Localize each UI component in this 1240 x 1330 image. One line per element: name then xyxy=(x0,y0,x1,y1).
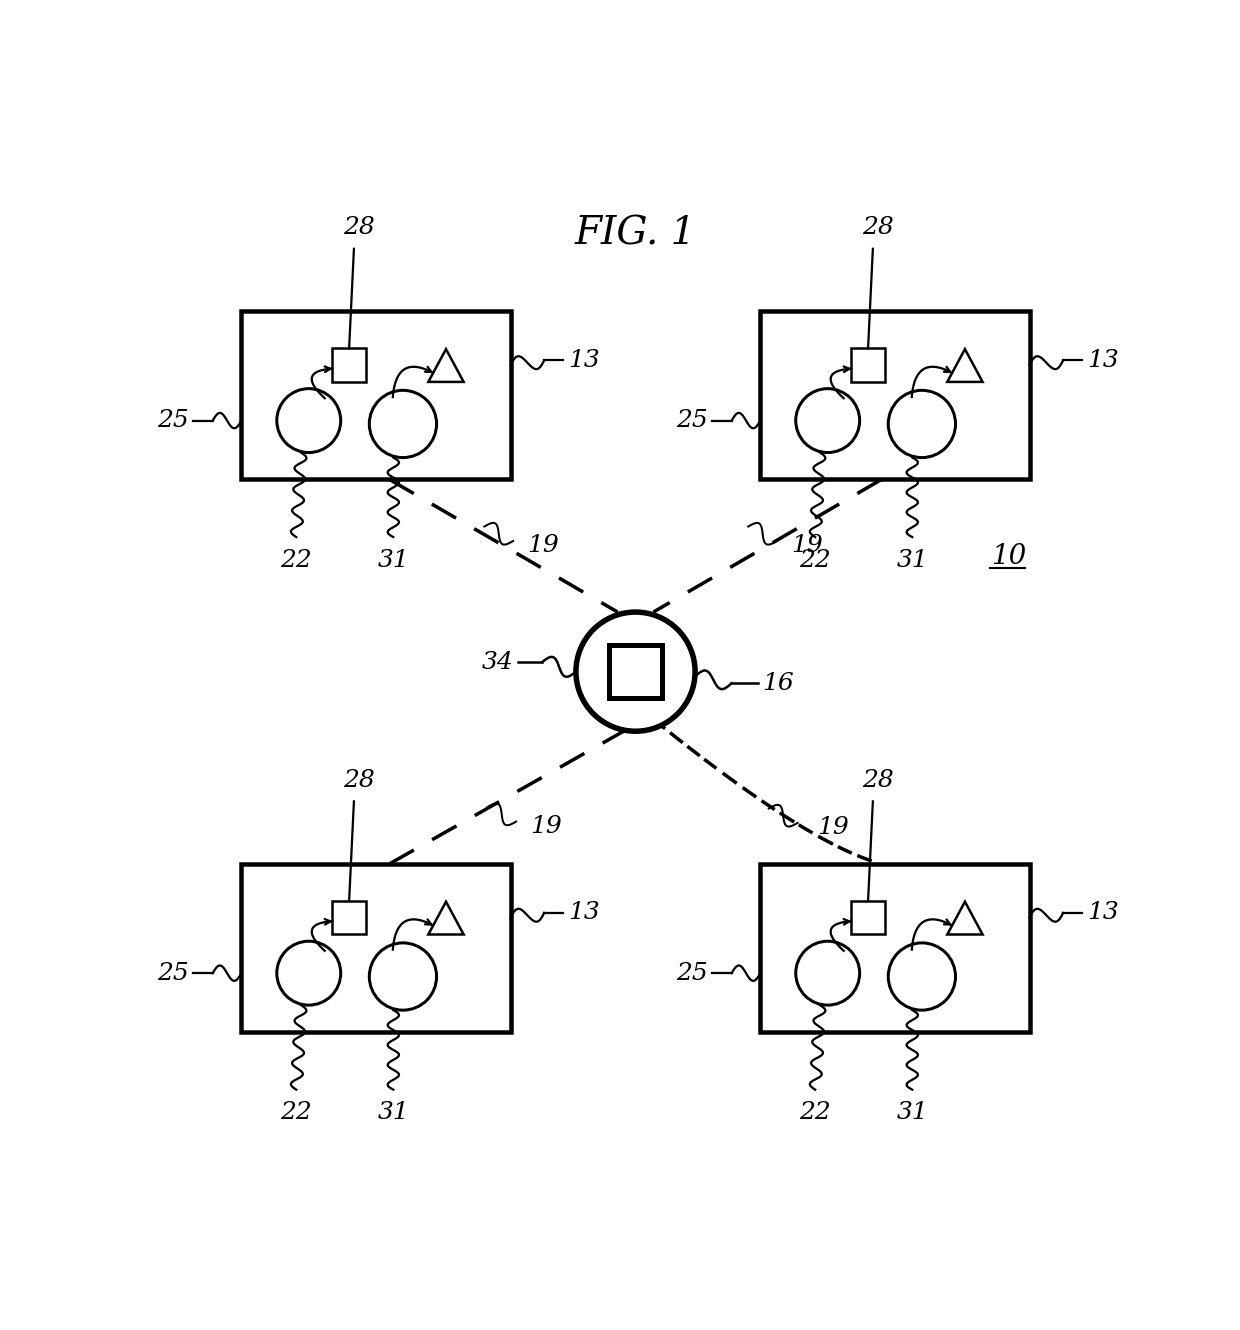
Text: 31: 31 xyxy=(897,549,929,572)
Text: 34: 34 xyxy=(481,650,513,673)
Circle shape xyxy=(888,943,956,1011)
Text: 31: 31 xyxy=(897,1101,929,1124)
Text: 25: 25 xyxy=(676,410,708,432)
Circle shape xyxy=(796,388,859,452)
Bar xyxy=(760,311,1029,479)
Text: 13: 13 xyxy=(1087,348,1118,372)
Text: 19: 19 xyxy=(531,815,562,838)
Bar xyxy=(760,864,1029,1032)
Circle shape xyxy=(575,612,696,732)
Bar xyxy=(332,348,366,382)
Circle shape xyxy=(888,390,956,458)
Text: 22: 22 xyxy=(800,549,831,572)
Text: 25: 25 xyxy=(676,962,708,984)
Polygon shape xyxy=(947,348,982,382)
Polygon shape xyxy=(428,902,464,935)
Text: 22: 22 xyxy=(280,549,312,572)
Text: 28: 28 xyxy=(862,769,894,791)
Text: 13: 13 xyxy=(568,902,600,924)
Circle shape xyxy=(277,942,341,1005)
Text: 31: 31 xyxy=(377,1101,409,1124)
Text: 25: 25 xyxy=(157,410,188,432)
Text: 28: 28 xyxy=(342,769,374,791)
Bar xyxy=(851,348,885,382)
Text: 22: 22 xyxy=(280,1101,312,1124)
Text: 13: 13 xyxy=(568,348,600,372)
Text: 10: 10 xyxy=(991,543,1027,569)
Text: 13: 13 xyxy=(1087,902,1118,924)
Text: FIG. 1: FIG. 1 xyxy=(575,215,696,253)
Text: 22: 22 xyxy=(800,1101,831,1124)
Text: 28: 28 xyxy=(862,217,894,239)
Circle shape xyxy=(796,942,859,1005)
Bar xyxy=(332,900,366,935)
Circle shape xyxy=(277,388,341,452)
Text: 25: 25 xyxy=(157,962,188,984)
Text: 31: 31 xyxy=(377,549,409,572)
Text: 19: 19 xyxy=(527,535,559,557)
Bar xyxy=(609,645,662,698)
Circle shape xyxy=(370,943,436,1011)
Bar xyxy=(851,900,885,935)
Bar xyxy=(242,311,511,479)
Text: 16: 16 xyxy=(763,672,794,694)
Text: 19: 19 xyxy=(791,535,823,557)
Text: 28: 28 xyxy=(342,217,374,239)
Polygon shape xyxy=(428,348,464,382)
Bar xyxy=(242,864,511,1032)
Polygon shape xyxy=(947,902,982,935)
Text: 19: 19 xyxy=(817,817,848,839)
Circle shape xyxy=(370,390,436,458)
